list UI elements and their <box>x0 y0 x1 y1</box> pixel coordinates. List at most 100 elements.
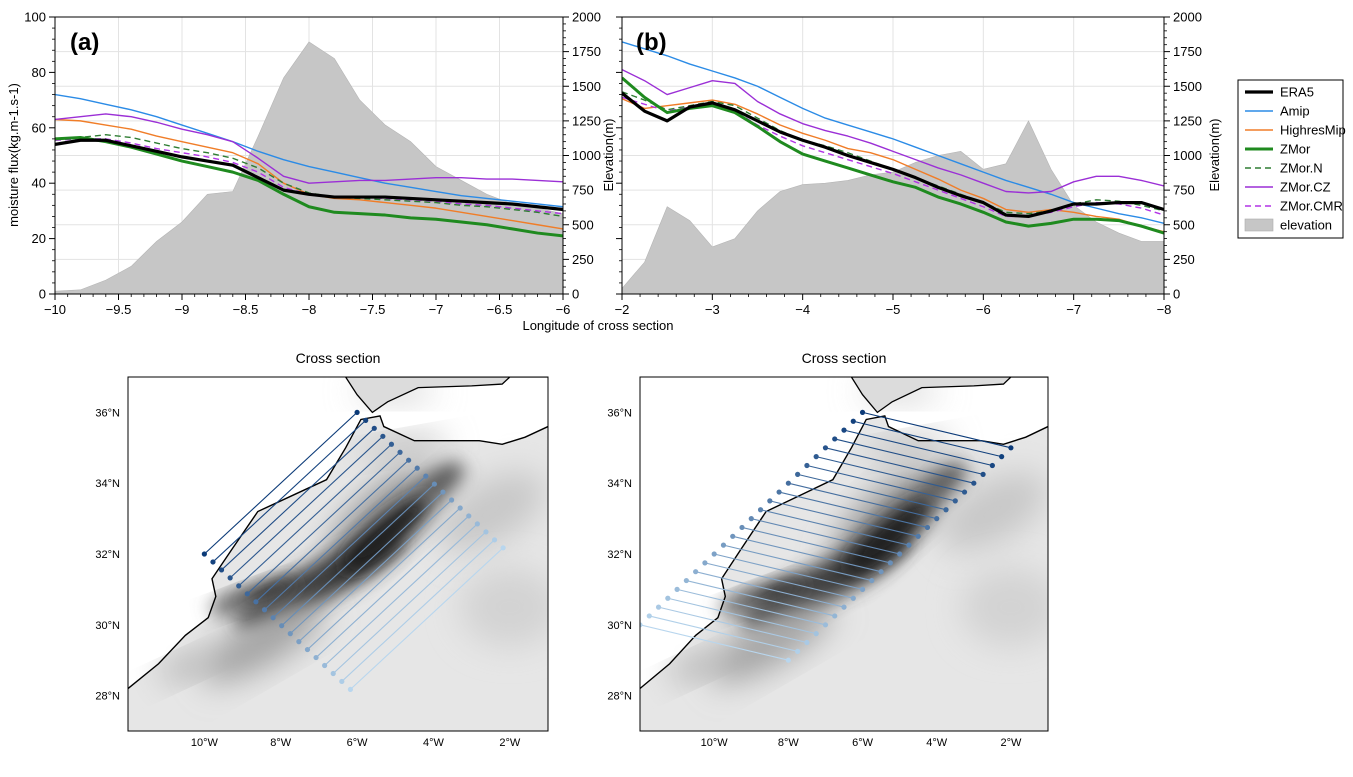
cross-section-start-dot <box>304 646 311 653</box>
lat-tick-label: 30°N <box>607 620 632 632</box>
lat-tick-label: 36°N <box>95 407 120 419</box>
x-tick-label: −8 <box>302 302 317 317</box>
x-tick-label: −2 <box>615 302 630 317</box>
spain-land <box>850 377 1048 414</box>
cross-section-start-dot <box>785 480 791 486</box>
cross-section-start-dot <box>236 583 242 589</box>
map-right-ticks: 36°N 34°N 32°N 30°N 28°N 10°W 8°W 6°W 4°W 2°W <box>607 407 1022 749</box>
cross-section-start-dot <box>347 686 354 693</box>
terrain-shade <box>436 471 545 552</box>
cross-section-start-dot <box>767 498 773 504</box>
cross-section-line <box>221 427 375 571</box>
cross-section-start-dot <box>795 471 801 477</box>
x-tick-label: −6 <box>976 302 991 317</box>
cross-section-end-dot <box>1008 445 1014 451</box>
cross-section-start-dot <box>730 533 736 539</box>
cross-section-line <box>797 473 947 511</box>
cross-section-end-dot <box>850 595 856 601</box>
cross-section-start-dot <box>748 516 754 522</box>
y-right-tick-label: 0 <box>572 287 579 302</box>
cross-section-line <box>695 571 845 608</box>
cross-section-start-dot <box>841 427 847 433</box>
y-tick-label: 100 <box>24 10 46 25</box>
cross-section-start-dot <box>850 418 856 424</box>
cross-section-start-dot <box>674 586 680 593</box>
cross-section-start-dot <box>201 551 207 557</box>
legend-box <box>1237 79 1344 239</box>
terrain-shade <box>417 462 465 505</box>
legend-label: HighresMip <box>1280 123 1346 138</box>
y-right-tick-label: 0 <box>1173 287 1180 302</box>
map-right: Cross section 36°N 34°N 32°N 30°N 28°N 10°W 8°… <box>607 350 1049 749</box>
terrain-shade <box>938 471 1047 552</box>
cross-section-line <box>332 531 487 674</box>
cross-section-start-dot <box>776 489 782 495</box>
cross-section-start-dot <box>646 613 652 619</box>
cross-section-line <box>723 544 872 582</box>
cross-section-start-dot <box>287 631 293 637</box>
cross-section-end-dot <box>887 560 893 566</box>
cross-section-line <box>341 539 495 682</box>
cross-section-start-dot <box>270 615 276 621</box>
x-tick-label: −4 <box>795 302 810 317</box>
series-line-zmor <box>622 76 1164 235</box>
cross-section-end-dot <box>999 454 1005 460</box>
cross-section-end-dot <box>380 433 386 439</box>
lat-tick-label: 30°N <box>95 620 120 632</box>
series-line-amip <box>55 93 563 208</box>
terrain-shade <box>960 567 1048 648</box>
y-right-tick-label: 1500 <box>572 79 601 94</box>
map-left-terrain <box>128 377 548 731</box>
lat-tick-label: 34°N <box>95 478 120 490</box>
cross-section-line <box>324 523 478 666</box>
cross-section-end-dot <box>915 533 921 539</box>
lat-tick-label: 32°N <box>95 549 120 561</box>
cross-section-end-dot <box>841 604 847 610</box>
cross-section-start-dot <box>702 560 708 566</box>
cross-section-end-dot <box>813 631 819 637</box>
lon-tick-label: 2°W <box>1000 737 1022 749</box>
cross-section-start-dot <box>683 577 689 584</box>
x-tick-label: −7 <box>1066 302 1081 317</box>
map-right-terrain <box>640 377 1048 731</box>
map-left-ticks: 36°N 34°N 32°N 30°N 28°N 10°W 8°W 6°W 4°W 2°W <box>95 407 520 749</box>
cross-section-line <box>649 615 798 652</box>
series-line-highresmip <box>622 98 1164 233</box>
cross-section-line <box>281 483 435 627</box>
y-right-tick-label: 250 <box>572 252 594 267</box>
cross-section-start-dot <box>210 559 216 565</box>
cross-section-end-dot <box>457 505 463 511</box>
cross-section-start-dot <box>655 604 662 610</box>
map-left-title: Cross section <box>296 350 381 366</box>
cross-section-end-dot <box>500 545 506 551</box>
y-right-tick-label: 1750 <box>1173 44 1202 59</box>
cross-section-start-dot <box>218 567 225 573</box>
cross-section-end-dot <box>423 473 429 479</box>
cross-section-start-dot <box>757 507 764 513</box>
cross-section-end-dot <box>363 417 369 423</box>
legend: ERA5 Amip HighresMip ZMor ZMor.N ZMor.CZ ZMor.… <box>1237 79 1346 239</box>
terrain-shade <box>862 435 952 461</box>
terrain-shade <box>340 492 435 574</box>
y-tick-label: 80 <box>32 65 46 80</box>
series-line-zmor-cz <box>55 113 563 184</box>
lat-tick-label: 28°N <box>95 691 120 703</box>
lon-tick-label: 6°W <box>852 737 874 749</box>
lon-tick-label: 4°W <box>423 737 445 749</box>
panel-a-label: (a) <box>70 29 99 56</box>
cross-section-line <box>667 597 817 635</box>
panel-a-axes: −10 −9.5 −9 −8.5 −8 −7.5 −7 −6.5 −60204060801000… <box>24 10 601 318</box>
cross-section-line <box>825 447 974 484</box>
cross-section-start-dot <box>313 654 319 661</box>
cross-section-line <box>315 515 470 658</box>
legend-swatch-elevation <box>1244 218 1274 232</box>
cross-section-line <box>862 411 1012 449</box>
cross-section-end-dot <box>934 516 940 522</box>
cross-section-start-dot <box>804 462 810 469</box>
terrain-shade <box>200 602 324 683</box>
series-line-era5 <box>55 138 563 212</box>
cross-section-line <box>704 562 854 599</box>
lon-tick-label: 4°W <box>926 737 948 749</box>
y-right-tick-label: 750 <box>572 183 594 198</box>
panel-b-axes: −2 −3 −4 −5 −6 −7 −80 250 500 750 1000 1250 1500 1750… <box>615 10 1202 318</box>
